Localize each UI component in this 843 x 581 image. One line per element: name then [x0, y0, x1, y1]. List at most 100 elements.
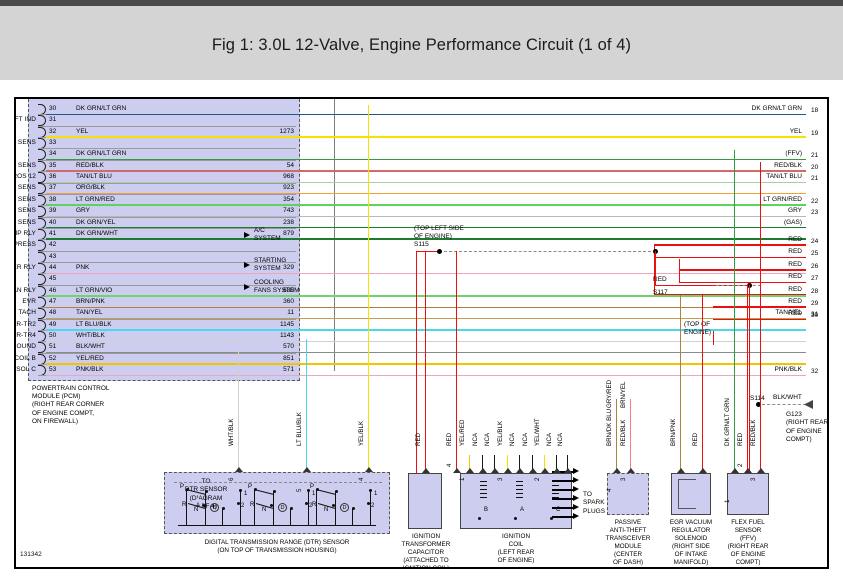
wire-trace: [46, 181, 806, 184]
dtr-internal-wire: [290, 508, 291, 525]
pcm-wire-name: PNK/BLK: [76, 366, 104, 374]
pcm-pin-number: 44: [49, 263, 57, 271]
dtr-contact-node: [202, 504, 206, 508]
wire-label: RED: [692, 432, 699, 446]
splice-s115-dot: [437, 249, 442, 254]
ignition-capacitor-title: IGNITION TRANSFORMER CAPACITOR (ATTACHED…: [401, 533, 451, 569]
pin-row-separator: [38, 148, 296, 150]
wire-trace: [425, 251, 427, 473]
wire-trace: [713, 318, 806, 321]
wire-label: YEL/BLK: [358, 420, 365, 446]
patt-module-title: PASSIVE ANTI-THEFT TRANSCEIVER MODULE (C…: [605, 519, 651, 566]
pcm-circuit-number: 879: [283, 229, 294, 237]
dtr-common-rail: [246, 525, 314, 526]
connector-terminal-icon: [503, 468, 512, 473]
pcm-circuit-number: 354: [283, 195, 294, 203]
dtr-contact-node: [222, 507, 226, 511]
dtr-contact-node: [332, 504, 336, 508]
dtr-contact-node: [352, 507, 356, 511]
pcm-pin-number: 50: [49, 332, 57, 339]
spark-plug-lead: [552, 516, 574, 518]
splice-s114-label: S114: [750, 395, 765, 402]
dtr-position-label: N: [262, 507, 267, 513]
pcm-pin-number: 46: [49, 286, 57, 294]
wire-pin-number: 3: [620, 477, 627, 482]
pcm-function-label: H2OS 12: [16, 173, 36, 181]
wire-trace: [654, 244, 806, 246]
coil-winding-turn: [480, 497, 487, 498]
dtr-common-rail: [308, 525, 376, 526]
connector-terminal-icon: [756, 468, 765, 473]
coil-winding-turn: [480, 489, 487, 490]
coil-winding-turn: [516, 489, 523, 490]
wire-pin-number: 2: [534, 477, 541, 482]
pin-row-separator: [38, 261, 296, 263]
pcm-function-label: KNOCK SENS: [16, 139, 36, 147]
dtr-internal-wire: [308, 490, 309, 525]
pcm-wire-name: LT BLU/BLK: [76, 320, 112, 328]
pcm-circuit-number: 570: [283, 343, 294, 351]
right-pin-number: 29: [811, 300, 819, 307]
right-wire-name: RED: [788, 236, 802, 243]
connector-terminal-icon: [612, 468, 621, 473]
wire-trace: [494, 455, 496, 473]
wire-trace: [46, 170, 806, 172]
right-pin-number: 21: [811, 175, 819, 183]
pcm-function-label: SHIFT SOL C: [16, 366, 36, 374]
pcm-pin-number: 48: [49, 309, 57, 317]
dtr-position-label: P: [310, 484, 315, 490]
pcm-circuit-number: 54: [286, 161, 294, 169]
wire-trace: [679, 259, 681, 282]
wire-trace: [46, 238, 806, 240]
right-wire-name: PNK/BLK: [774, 366, 802, 374]
top-of-engine-note: (TOP OF ENGINE): [684, 321, 712, 337]
right-wire-name: RED: [788, 273, 802, 281]
right-pin-number: 23: [811, 209, 819, 217]
coil-winding-turn: [480, 481, 487, 482]
spark-plug-arrow-icon: [573, 468, 579, 475]
dtr-contact-node: [335, 490, 339, 494]
spark-plug-arrow-icon: [573, 495, 579, 502]
pcm-wire-name: YEL/RED: [76, 354, 104, 362]
connector-terminal-icon: [626, 468, 635, 473]
connector-terminal-icon: [452, 468, 461, 473]
pcm-wire-name: LT GRN/VIO: [76, 286, 113, 294]
wire-trace: [238, 350, 240, 472]
window-top-bar: [0, 0, 843, 6]
pcm-function-label: A/C HIGH PRESS: [14, 241, 36, 249]
dtr-contact-node: [305, 502, 309, 506]
dtr-contact-node: [290, 507, 294, 511]
spark-plug-lead: [552, 471, 574, 473]
wire-pin-number: 2: [737, 463, 744, 467]
coil-node: [478, 517, 482, 521]
pcm-pin-number: 32: [49, 127, 57, 135]
splice-s114-dot: [756, 402, 761, 407]
wire-trace: [368, 105, 370, 472]
page-title: Fig 1: 3.0L 12-Valve, Engine Performance…: [211, 36, 632, 54]
pcm-circuit-number: 11: [287, 309, 294, 317]
pcm-pin-number: 52: [49, 354, 57, 362]
wire-trace: [654, 244, 656, 295]
pcm-wire-name: YEL: [76, 127, 89, 135]
wire-label: YEL/BLK: [497, 420, 504, 446]
pcm-pin-number: 51: [49, 343, 57, 351]
coil-winding-turn: [516, 481, 523, 482]
connector-terminal-icon: [302, 467, 311, 472]
wire-trace: [469, 455, 471, 473]
pcm-circuit-number: 238: [283, 218, 294, 226]
red-splice-label: RED: [653, 276, 667, 283]
wire-trace: [46, 227, 806, 229]
wire-trace: [702, 295, 704, 473]
dtr-position-label: R: [312, 502, 317, 508]
pcm-caption: POWERTRAIN CONTROL MODULE (PCM) (RIGHT R…: [32, 385, 110, 425]
pcm-function-label: FLEX FUEL SENS: [16, 161, 36, 169]
spark-plug-arrow-icon: [573, 477, 579, 484]
right-pin-number: 18: [811, 107, 819, 114]
dtr-contact-node: [316, 488, 320, 492]
right-wire-name: RED/BLK: [774, 161, 802, 169]
right-wire-name: RED: [788, 248, 802, 256]
flex-fuel-sensor-title: FLEX FUEL SENSOR (FFV) (RIGHT REAR OF EN…: [727, 519, 769, 566]
connector-terminal-icon: [730, 468, 739, 473]
dtr-internal-wire: [186, 490, 187, 525]
